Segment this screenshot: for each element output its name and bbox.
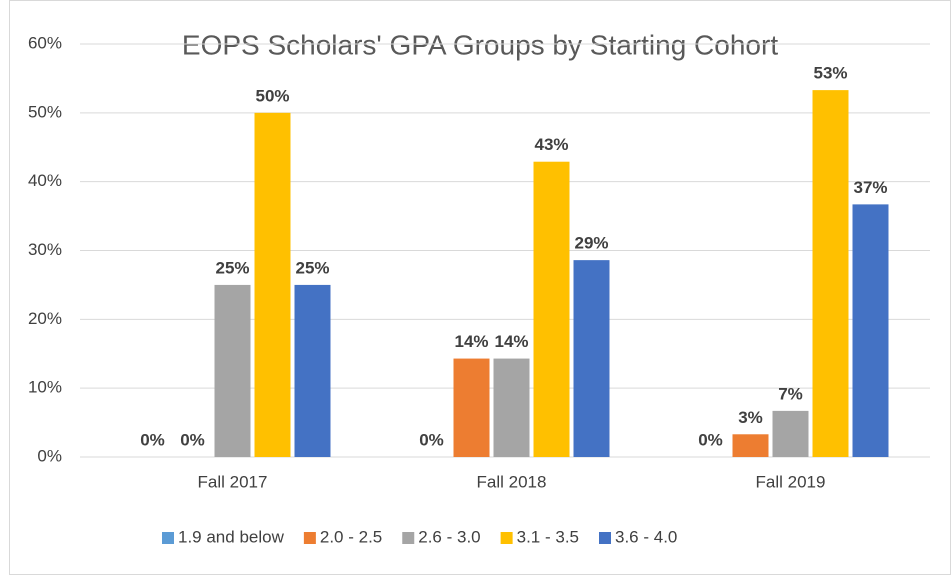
data-label: 0% — [698, 430, 723, 449]
bar — [772, 410, 809, 457]
bar — [214, 284, 251, 457]
data-label: 50% — [255, 86, 289, 105]
y-tick-label: 30% — [28, 240, 62, 259]
bar — [294, 284, 331, 457]
bar — [573, 260, 610, 457]
bar — [453, 358, 490, 457]
legend-swatch — [162, 532, 174, 544]
bar — [732, 434, 769, 457]
legend-swatch — [303, 532, 316, 544]
y-tick-label: 0% — [37, 446, 62, 465]
data-label: 14% — [494, 332, 528, 351]
y-tick-label: 10% — [28, 378, 62, 397]
data-label: 0% — [140, 430, 165, 449]
y-tick-label: 20% — [28, 309, 62, 328]
y-tick-label: 60% — [28, 33, 62, 52]
x-tick-label: Fall 2018 — [477, 472, 547, 491]
data-label: 0% — [180, 430, 205, 449]
legend-swatch — [500, 532, 513, 544]
legend-label: 3.1 - 3.5 — [517, 527, 579, 546]
y-tick-label: 40% — [28, 171, 62, 190]
legend-label: 3.6 - 4.0 — [615, 527, 677, 546]
data-label: 14% — [454, 332, 488, 351]
data-label: 7% — [778, 384, 803, 403]
data-label: 25% — [215, 258, 249, 277]
bar — [812, 90, 849, 457]
bar — [852, 204, 889, 457]
legend-label: 1.9 and below — [178, 527, 285, 546]
data-label: 29% — [574, 234, 608, 253]
data-label: 3% — [738, 408, 763, 427]
legend-swatch — [599, 532, 611, 544]
legend-swatch — [402, 532, 415, 544]
legend-label: 2.6 - 3.0 — [418, 527, 480, 546]
data-label: 25% — [295, 258, 329, 277]
chart-title: EOPS Scholars' GPA Groups by Starting Co… — [182, 29, 778, 60]
bar — [254, 112, 291, 457]
bar — [493, 358, 530, 457]
data-label: 53% — [813, 64, 847, 83]
x-tick-label: Fall 2019 — [756, 472, 826, 491]
bar — [533, 161, 570, 457]
data-label: 43% — [534, 135, 568, 154]
data-label: 37% — [853, 178, 887, 197]
x-tick-label: Fall 2017 — [198, 472, 268, 491]
chart-frame — [9, 0, 951, 575]
data-label: 0% — [419, 430, 444, 449]
y-tick-label: 50% — [28, 102, 62, 121]
legend-label: 2.0 - 2.5 — [320, 527, 382, 546]
